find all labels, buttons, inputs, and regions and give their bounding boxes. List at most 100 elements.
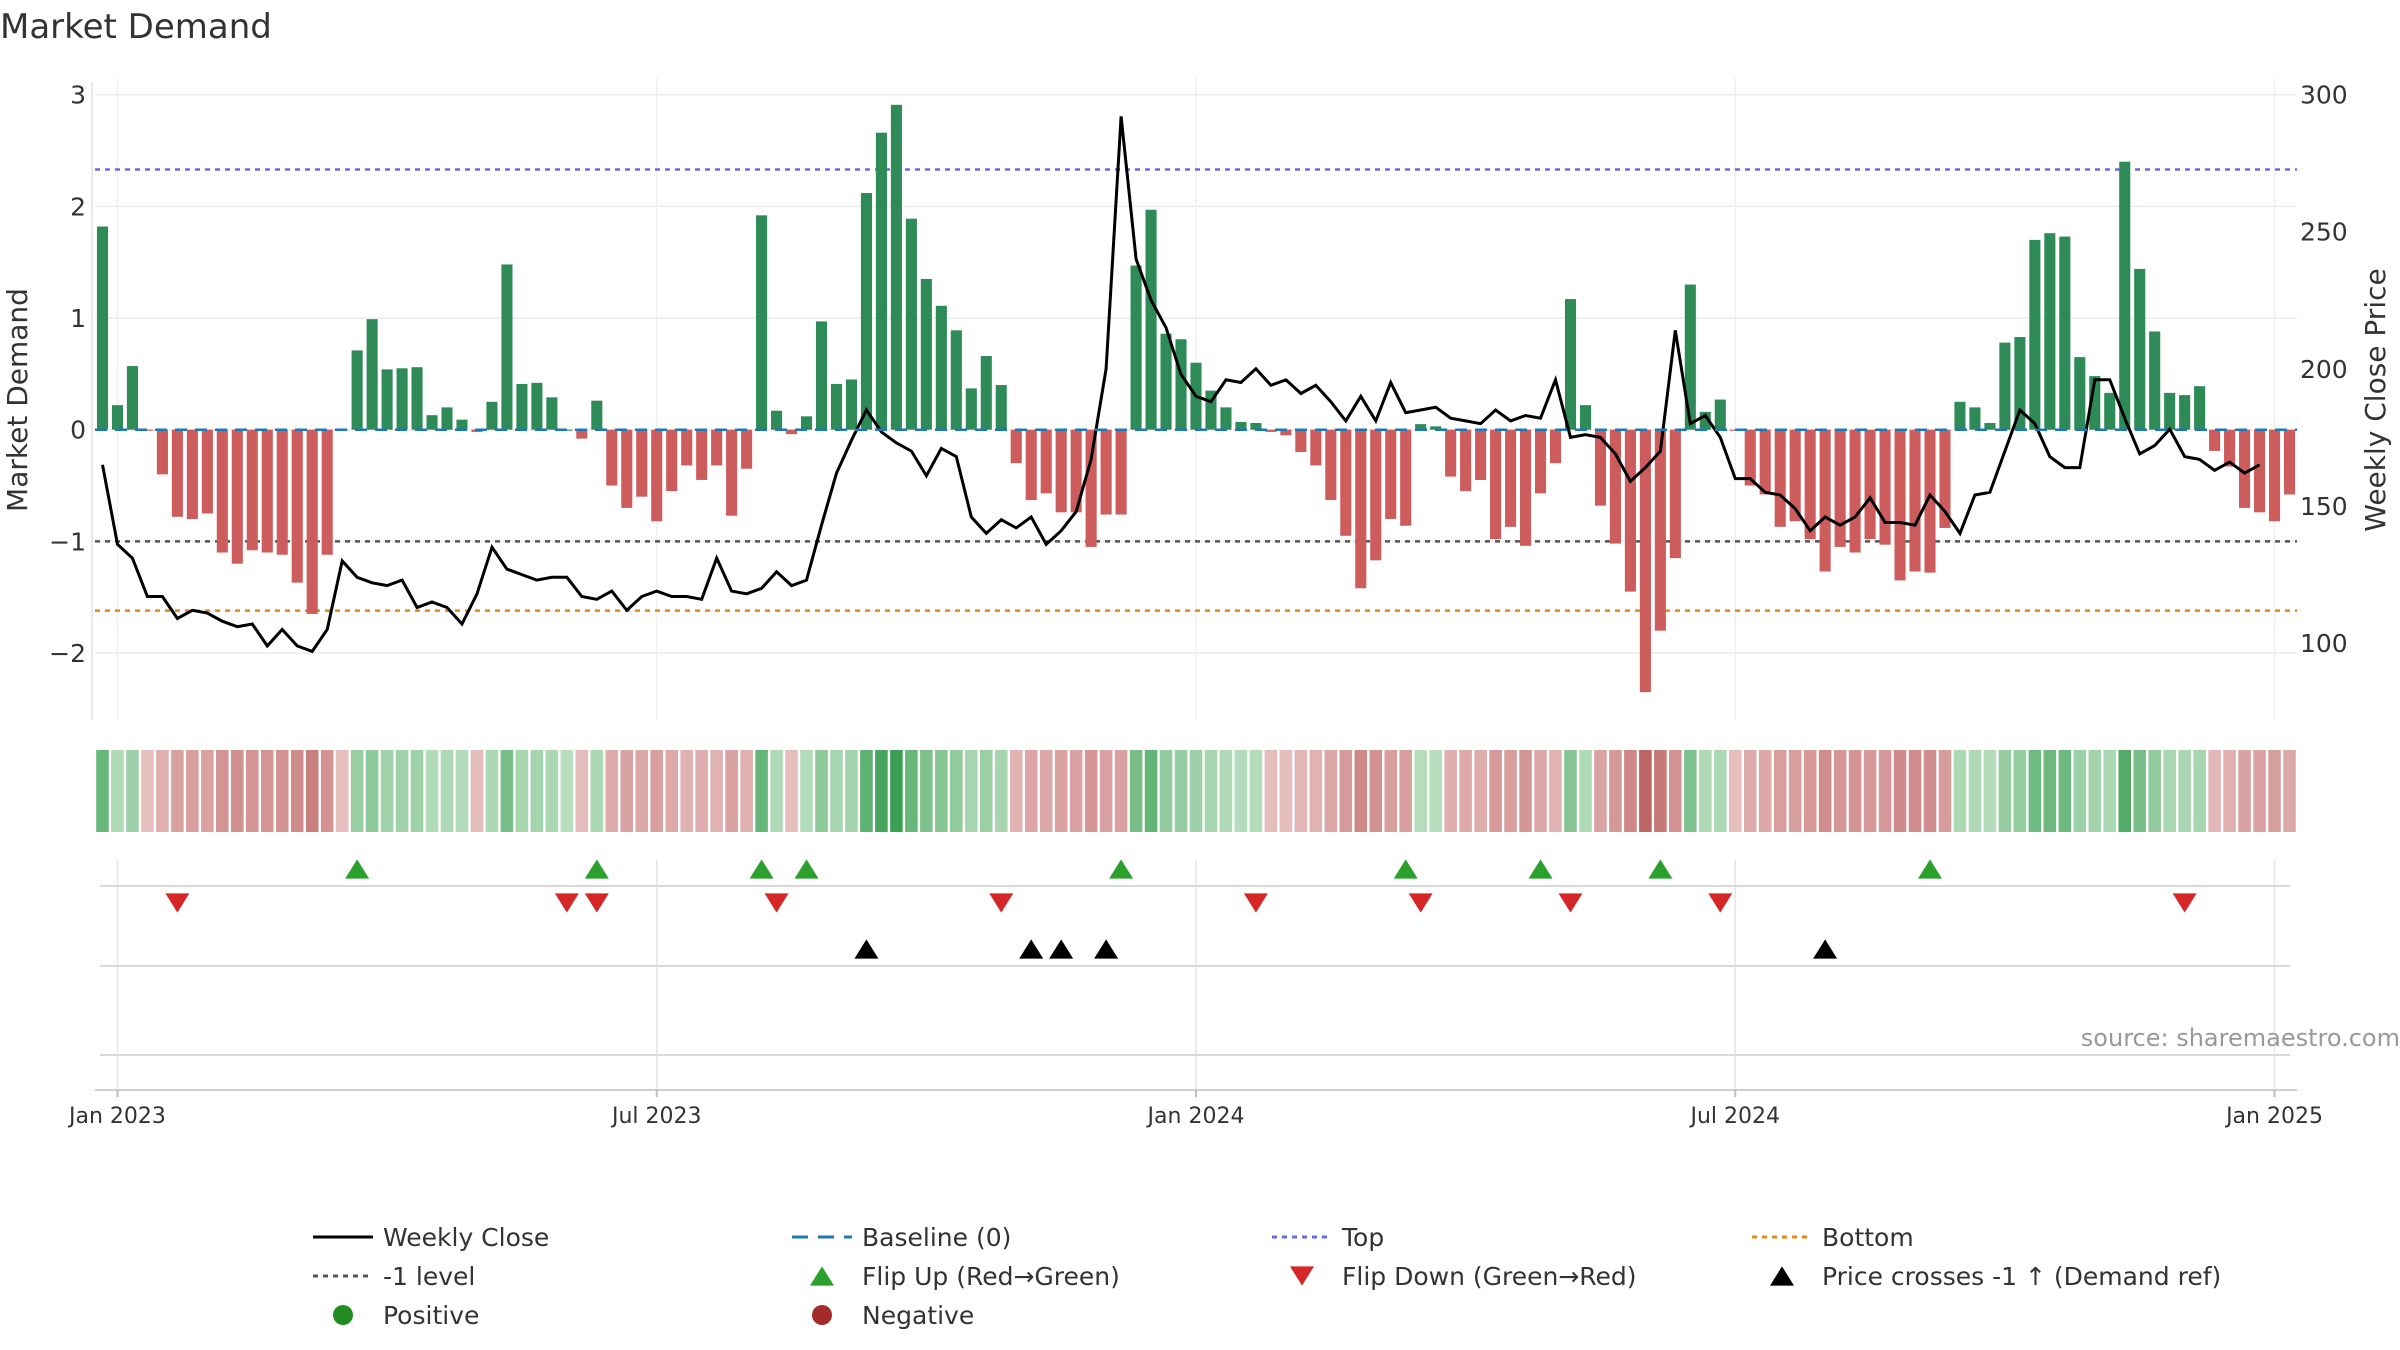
demand-bar — [1280, 429, 1292, 436]
legend-item: Flip Down (Green→Red) — [1290, 1262, 1637, 1291]
demand-bar — [1145, 209, 1157, 430]
demand-bar — [216, 429, 228, 553]
price-cross-marker — [854, 939, 879, 959]
demand-bar — [860, 193, 872, 430]
demand-bar — [1609, 429, 1621, 544]
right-tick-label: 150 — [2300, 492, 2348, 521]
x-axis-ticks: Jan 2023 Jul 2023 Jan 2024 Jul 2024 Jan 2025… — [67, 1090, 2323, 1129]
legend-swatch-triangle-up — [810, 1266, 834, 1286]
heat-cell — [1234, 750, 1248, 832]
heat-cell — [695, 750, 708, 832]
flip-up-marker — [1918, 859, 1942, 879]
demand-bar — [546, 397, 558, 430]
demand-bar — [441, 407, 453, 430]
flip-down-marker — [554, 893, 579, 913]
demand-bar — [1669, 429, 1681, 559]
demand-bar — [531, 382, 543, 430]
heat-cell — [920, 750, 933, 832]
weekly-close-line — [101, 116, 2261, 654]
demand-bar — [411, 367, 423, 430]
legend-swatch-circle — [812, 1305, 832, 1325]
heat-cell — [680, 750, 693, 832]
demand-bar — [1505, 429, 1517, 527]
heat-cell — [2043, 750, 2057, 832]
chart-title: Market Demand — [0, 7, 272, 47]
demand-bar — [890, 104, 902, 430]
demand-bar — [2239, 429, 2251, 508]
demand-bar — [1699, 411, 1711, 430]
flip-down-marker — [1558, 893, 1583, 913]
demand-bar — [1130, 265, 1142, 430]
heat-cell — [141, 750, 154, 832]
demand-bar — [1415, 424, 1427, 430]
legend-item: Top — [1272, 1223, 1384, 1252]
demand-bar — [1624, 429, 1636, 592]
demand-bar — [1594, 429, 1606, 506]
heat-cell — [335, 750, 349, 832]
heat-cell — [1279, 750, 1293, 832]
demand-bar — [1460, 429, 1472, 492]
demand-bar — [1714, 399, 1726, 430]
demand-bar — [1355, 429, 1367, 589]
demand-bar — [2254, 429, 2266, 513]
demand-bar — [1250, 423, 1262, 430]
demand-bar — [231, 429, 243, 564]
heat-cell — [1144, 750, 1158, 832]
demand-bar — [1849, 429, 1861, 553]
heat-cell — [575, 750, 589, 832]
demand-bar — [965, 388, 977, 430]
left-tick-label: 0 — [70, 416, 86, 445]
heat-cell — [605, 750, 619, 832]
flip-up-marker — [345, 859, 370, 879]
demand-bar — [381, 369, 393, 430]
legend-swatch-triangle-down — [1290, 1266, 1314, 1286]
legend-label: Price crosses -1 ↑ (Demand ref) — [1822, 1262, 2221, 1291]
left-tick-label: 2 — [70, 192, 86, 221]
heat-cell — [755, 750, 768, 832]
heat-cell — [1474, 750, 1487, 832]
flip-up-marker — [1393, 859, 1418, 879]
demand-bar — [261, 429, 273, 553]
demand-bar — [1325, 429, 1337, 501]
legend-swatch-circle — [333, 1305, 353, 1325]
demand-bar — [171, 429, 183, 517]
demand-bar — [1445, 429, 1457, 477]
right-axis-label: Weekly Close Price — [2359, 268, 2392, 531]
left-axis-ticks: −2 −1 0 1 2 3 — [49, 81, 86, 668]
heat-cell — [710, 750, 723, 832]
heat-cell — [1758, 750, 1772, 832]
demand-bar — [351, 350, 363, 430]
heat-cell — [470, 750, 484, 832]
heat-cell — [1099, 750, 1113, 832]
heat-cell — [1219, 750, 1233, 832]
heat-cell — [2073, 750, 2087, 832]
heat-cell — [1684, 750, 1697, 832]
heat-cell — [1324, 750, 1338, 832]
demand-bar — [756, 215, 768, 430]
demand-bar — [830, 383, 843, 430]
heat-cell — [96, 750, 109, 832]
heat-cell — [1743, 750, 1757, 832]
heat-cell — [515, 750, 529, 832]
demand-bar — [1744, 429, 1756, 486]
demand-bar — [2209, 429, 2221, 451]
legend-item: Bottom — [1752, 1223, 1914, 1252]
heat-cell — [845, 750, 858, 832]
x-tick-label: Jan 2024 — [1146, 1104, 1245, 1129]
heat-cell — [994, 750, 1008, 832]
heat-cell — [1654, 750, 1667, 832]
heat-cell — [485, 750, 499, 832]
x-tick-label: Jan 2025 — [2224, 1104, 2323, 1129]
x-tick-label: Jan 2023 — [67, 1104, 166, 1129]
legend-label: Weekly Close — [383, 1223, 549, 1252]
demand-bar — [1175, 339, 1187, 430]
demand-bar — [2179, 395, 2191, 430]
demand-bar — [501, 264, 513, 430]
demand-bar — [366, 319, 378, 430]
demand-bar — [1954, 401, 1966, 430]
heat-cell — [545, 750, 559, 832]
heat-cell — [2163, 750, 2176, 832]
heat-cell — [1863, 750, 1877, 832]
heat-cell — [1818, 750, 1832, 832]
